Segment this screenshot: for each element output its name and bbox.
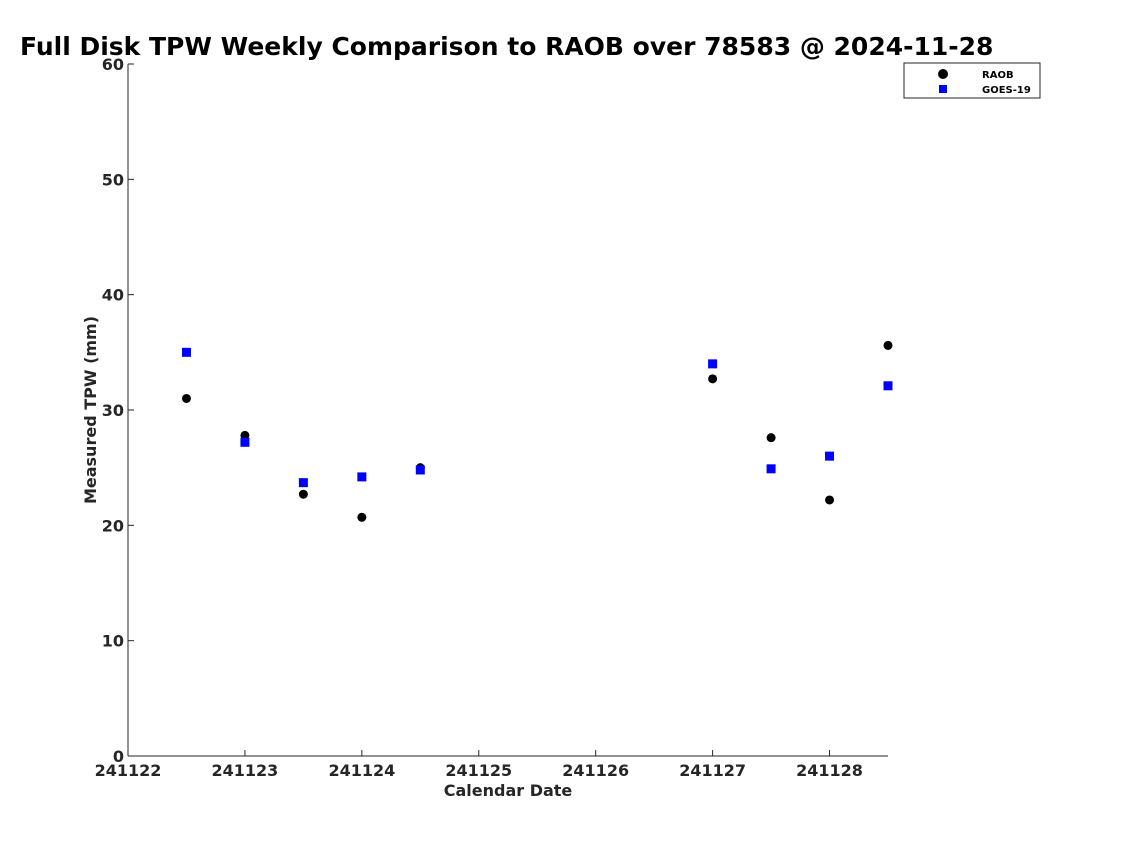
- goes-19-point: [415, 465, 425, 475]
- y-tick-label: 0: [113, 747, 124, 766]
- y-axis-ticks: 0 10 20 30 40 50 60: [102, 55, 134, 766]
- y-axis-label: Measured TPW (mm): [81, 316, 100, 504]
- y-tick-label: 40: [102, 286, 124, 305]
- goes-19-point: [240, 437, 250, 447]
- y-tick-label: 30: [102, 401, 124, 420]
- legend-box: [903, 62, 1041, 99]
- x-tick-label: 241125: [445, 761, 512, 780]
- raob-point: [708, 374, 718, 384]
- raob-point: [766, 433, 776, 443]
- plot-area: [127, 64, 888, 757]
- raob-point: [240, 430, 250, 440]
- x-tick-label: 241124: [328, 761, 395, 780]
- legend-label-goes-19: GOES-19: [982, 85, 1031, 96]
- raob-point: [181, 393, 191, 403]
- y-tick-label: 50: [102, 170, 124, 189]
- chart-title: Full Disk TPW Weekly Comparison to RAOB …: [20, 32, 993, 61]
- y-tick-label: 20: [102, 516, 124, 535]
- x-tick-label: 241128: [796, 761, 863, 780]
- raob-point: [825, 495, 835, 505]
- legend: RAOB GOES-19: [903, 62, 1041, 99]
- x-tick-label: 241126: [562, 761, 629, 780]
- legend-marker-goes-19: [939, 85, 947, 93]
- goes-19-point: [825, 451, 835, 461]
- x-tick-label: 241127: [679, 761, 746, 780]
- goes-19-point: [766, 464, 776, 474]
- goes-19-point: [883, 381, 893, 391]
- raob-point: [298, 489, 308, 499]
- goes-19-point: [181, 347, 191, 357]
- data-points: [181, 340, 893, 522]
- goes-19-point: [708, 359, 718, 369]
- x-axis-label: Calendar Date: [444, 781, 573, 800]
- y-tick-label: 10: [102, 632, 124, 651]
- y-tick-label: 60: [102, 55, 124, 74]
- raob-point: [357, 512, 367, 522]
- goes-19-point: [357, 472, 367, 482]
- goes-19-point: [298, 478, 308, 488]
- raob-point: [883, 340, 893, 350]
- legend-marker-raob: [938, 69, 948, 79]
- legend-label-raob: RAOB: [982, 70, 1014, 81]
- x-tick-label: 241122: [95, 761, 162, 780]
- x-axis-ticks: 241122 241123 241124 241125 241126 241127 2411…: [95, 750, 863, 780]
- x-tick-label: 241123: [212, 761, 279, 780]
